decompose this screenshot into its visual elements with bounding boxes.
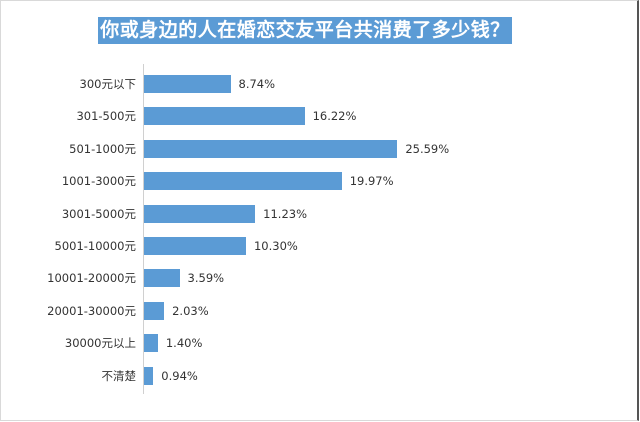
bar [144, 139, 398, 158]
category-label: 1001-3000元 [61, 174, 136, 189]
bar-row: 不清楚 0.94% [0, 366, 640, 385]
value-label: 2.03% [172, 303, 209, 318]
category-label: 不清楚 [101, 368, 137, 383]
value-label: 16.22% [312, 109, 357, 124]
bar [144, 75, 231, 93]
bar [144, 334, 158, 353]
bar-row: 20001-30000元 2.03% [0, 301, 640, 320]
bar [144, 172, 342, 191]
value-label: 11.23% [263, 206, 308, 221]
value-label: 0.94% [161, 368, 198, 383]
category-label: 10001-20000元 [47, 271, 136, 286]
bar-row: 300元以下 8.74% [0, 75, 640, 93]
bar [144, 107, 305, 126]
category-label: 20001-30000元 [47, 303, 136, 318]
chart-title: 你或身边的人在婚恋交友平台共消费了多少钱？ [98, 17, 512, 44]
bar-row: 1001-3000元 19.97% [0, 172, 640, 191]
bar-row: 3001-5000元 11.23% [0, 204, 640, 223]
category-label: 5001-10000元 [54, 239, 137, 253]
category-label: 501-1000元 [69, 141, 136, 156]
bar [144, 301, 165, 320]
value-label: 3.59% [187, 271, 225, 286]
value-label: 10.30% [253, 239, 298, 253]
value-label: 25.59% [405, 141, 450, 156]
bar-row: 5001-10000元 10.30% [0, 237, 640, 255]
category-label: 301-500元 [76, 109, 136, 124]
bar [144, 269, 180, 288]
bar-row: 501-1000元 25.59% [0, 139, 640, 158]
bar-row: 301-500元 16.22% [0, 107, 640, 126]
value-label: 1.40% [165, 336, 203, 351]
value-label: 8.74% [238, 77, 276, 91]
bar [144, 366, 154, 385]
category-label: 300元以下 [79, 77, 136, 91]
category-label: 3001-5000元 [61, 206, 136, 221]
category-label: 30000元以上 [64, 336, 136, 351]
bar-row: 10001-20000元 3.59% [0, 269, 640, 288]
bar [144, 237, 246, 255]
value-label: 19.97% [349, 174, 394, 189]
bar [144, 204, 256, 223]
y-axis-line [143, 64, 144, 394]
bar-row: 30000元以上 1.40% [0, 334, 640, 353]
